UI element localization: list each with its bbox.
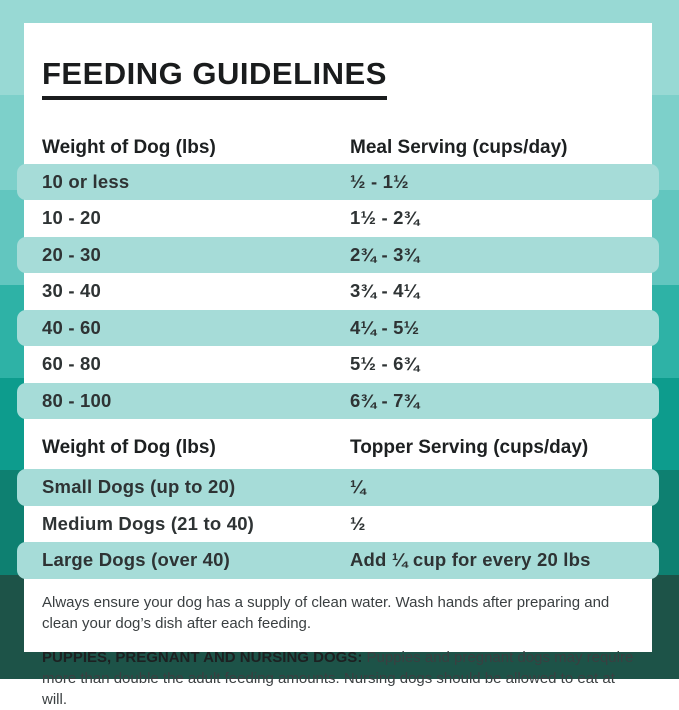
weight-cell: Small Dogs (up to 20)	[42, 476, 236, 498]
table-row: 60 - 80 5½ - 6¾	[17, 346, 659, 383]
serving-cell: Add ¼ cup for every 20 lbs	[350, 549, 591, 571]
serving-cell: ½	[350, 512, 366, 534]
serving-cell: ½ - 1½	[350, 170, 409, 192]
topper-table-header: Weight of Dog (lbs) Topper Serving (cups…	[42, 437, 634, 459]
table-row: 80 - 100 6¾ - 7¾	[17, 382, 659, 420]
serving-cell: 2¾ - 3¾	[350, 243, 420, 265]
weight-cell: Medium Dogs (21 to 40)	[42, 512, 255, 534]
serving-cell: 4¼ - 5½	[350, 316, 420, 338]
topper-table: Small Dogs (up to 20) ¼ Medium Dogs (21 …	[17, 469, 659, 579]
feeding-guidelines-card: FEEDING GUIDELINES Weight of Dog (lbs) M…	[17, 23, 659, 708]
serving-cell: 1½ - 2¾	[350, 207, 420, 229]
weight-cell: 10 - 20	[42, 207, 101, 229]
serving-cell: 5½ - 6¾	[350, 353, 420, 375]
serving-cell: 3¾ - 4¼	[350, 280, 420, 302]
table-row: 20 - 30 2¾ - 3¾	[17, 236, 659, 274]
topper-col-weight-header: Weight of Dog (lbs)	[42, 437, 216, 459]
serving-cell: ¼	[350, 476, 366, 498]
table-row: Medium Dogs (21 to 40) ½	[17, 506, 659, 543]
meal-col-weight-header: Weight of Dog (lbs)	[42, 136, 216, 158]
weight-cell: 30 - 40	[42, 280, 101, 302]
water-note: Always ensure your dog has a supply of c…	[42, 593, 610, 632]
table-row: 30 - 40 3¾ - 4¼	[17, 273, 659, 310]
weight-cell: 80 - 100	[42, 389, 112, 411]
meal-table: 10 or less ½ - 1½ 10 - 20 1½ - 2¾ 20 - 3…	[17, 163, 659, 420]
meal-col-serving-header: Meal Serving (cups/day)	[350, 136, 568, 158]
table-row: Large Dogs (over 40) Add ¼ cup for every…	[17, 542, 659, 579]
weight-cell: 40 - 60	[42, 316, 101, 338]
table-row: 10 - 20 1½ - 2¾	[17, 200, 659, 237]
weight-cell: 20 - 30	[42, 243, 101, 265]
weight-cell: 10 or less	[42, 170, 130, 192]
table-row: 10 or less ½ - 1½	[17, 163, 659, 201]
table-row: Small Dogs (up to 20) ¼	[17, 469, 659, 506]
meal-table-header: Weight of Dog (lbs) Meal Serving (cups/d…	[42, 137, 634, 159]
weight-cell: Large Dogs (over 40)	[42, 549, 231, 571]
table-row: 40 - 60 4¼ - 5½	[17, 309, 659, 347]
special-note-label: PUPPIES, PREGNANT AND NURSING DOGS:	[42, 648, 363, 666]
special-note: PUPPIES, PREGNANT AND NURSING DOGS: Pupp…	[42, 647, 634, 710]
page-title: FEEDING GUIDELINES	[42, 57, 387, 100]
footnotes: Always ensure your dog has a supply of c…	[42, 592, 634, 710]
serving-cell: 6¾ - 7¾	[350, 389, 420, 411]
weight-cell: 60 - 80	[42, 353, 101, 375]
topper-col-serving-header: Topper Serving (cups/day)	[350, 437, 589, 459]
